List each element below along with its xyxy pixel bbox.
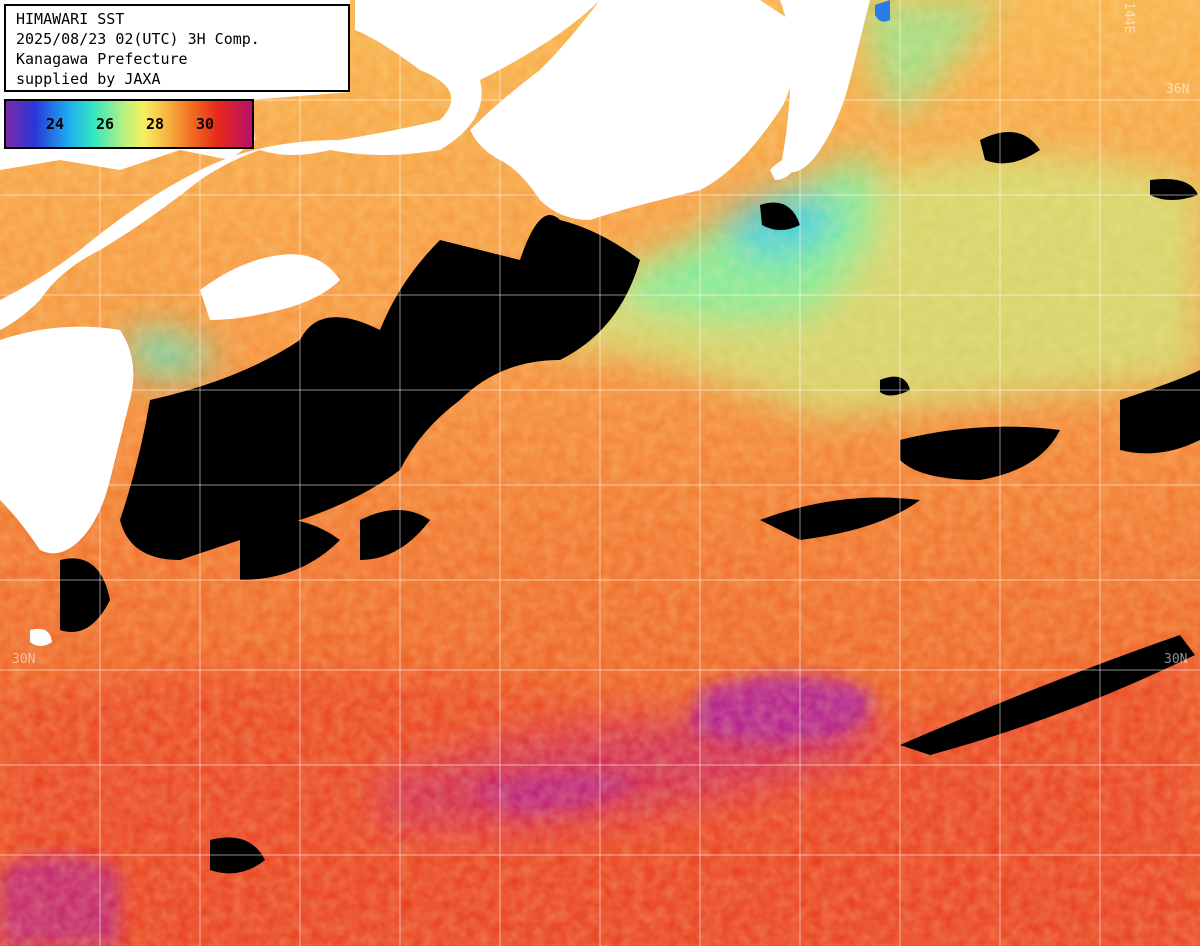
latitude-label-30n-left: 30N — [12, 652, 36, 667]
colorbar-tick-30: 30 — [196, 115, 215, 133]
latitude-label-36n: 36N — [1166, 82, 1190, 97]
longitude-label-144e: 144E — [1121, 2, 1136, 34]
colorbar-tick-26: 26 — [96, 115, 115, 133]
title-line-supplier: supplied by JAXA — [16, 70, 161, 88]
latitude-label-33: 33 — [12, 373, 28, 388]
latitude-label-30n-right: 30N — [1164, 652, 1188, 667]
title-box: HIMAWARI SST 2025/08/23 02(UTC) 3H Comp.… — [4, 4, 350, 92]
title-line-timestamp: 2025/08/23 02(UTC) 3H Comp. — [16, 30, 260, 48]
longitude-label-136e: 136E — [482, 2, 497, 34]
title-line-product: HIMAWARI SST — [16, 10, 125, 28]
temperature-colorbar: 24 26 28 30 — [4, 99, 254, 149]
colorbar-tick-28: 28 — [146, 115, 165, 133]
colorbar-tick-24: 24 — [46, 115, 65, 133]
title-line-region: Kanagawa Prefecture — [16, 50, 188, 68]
